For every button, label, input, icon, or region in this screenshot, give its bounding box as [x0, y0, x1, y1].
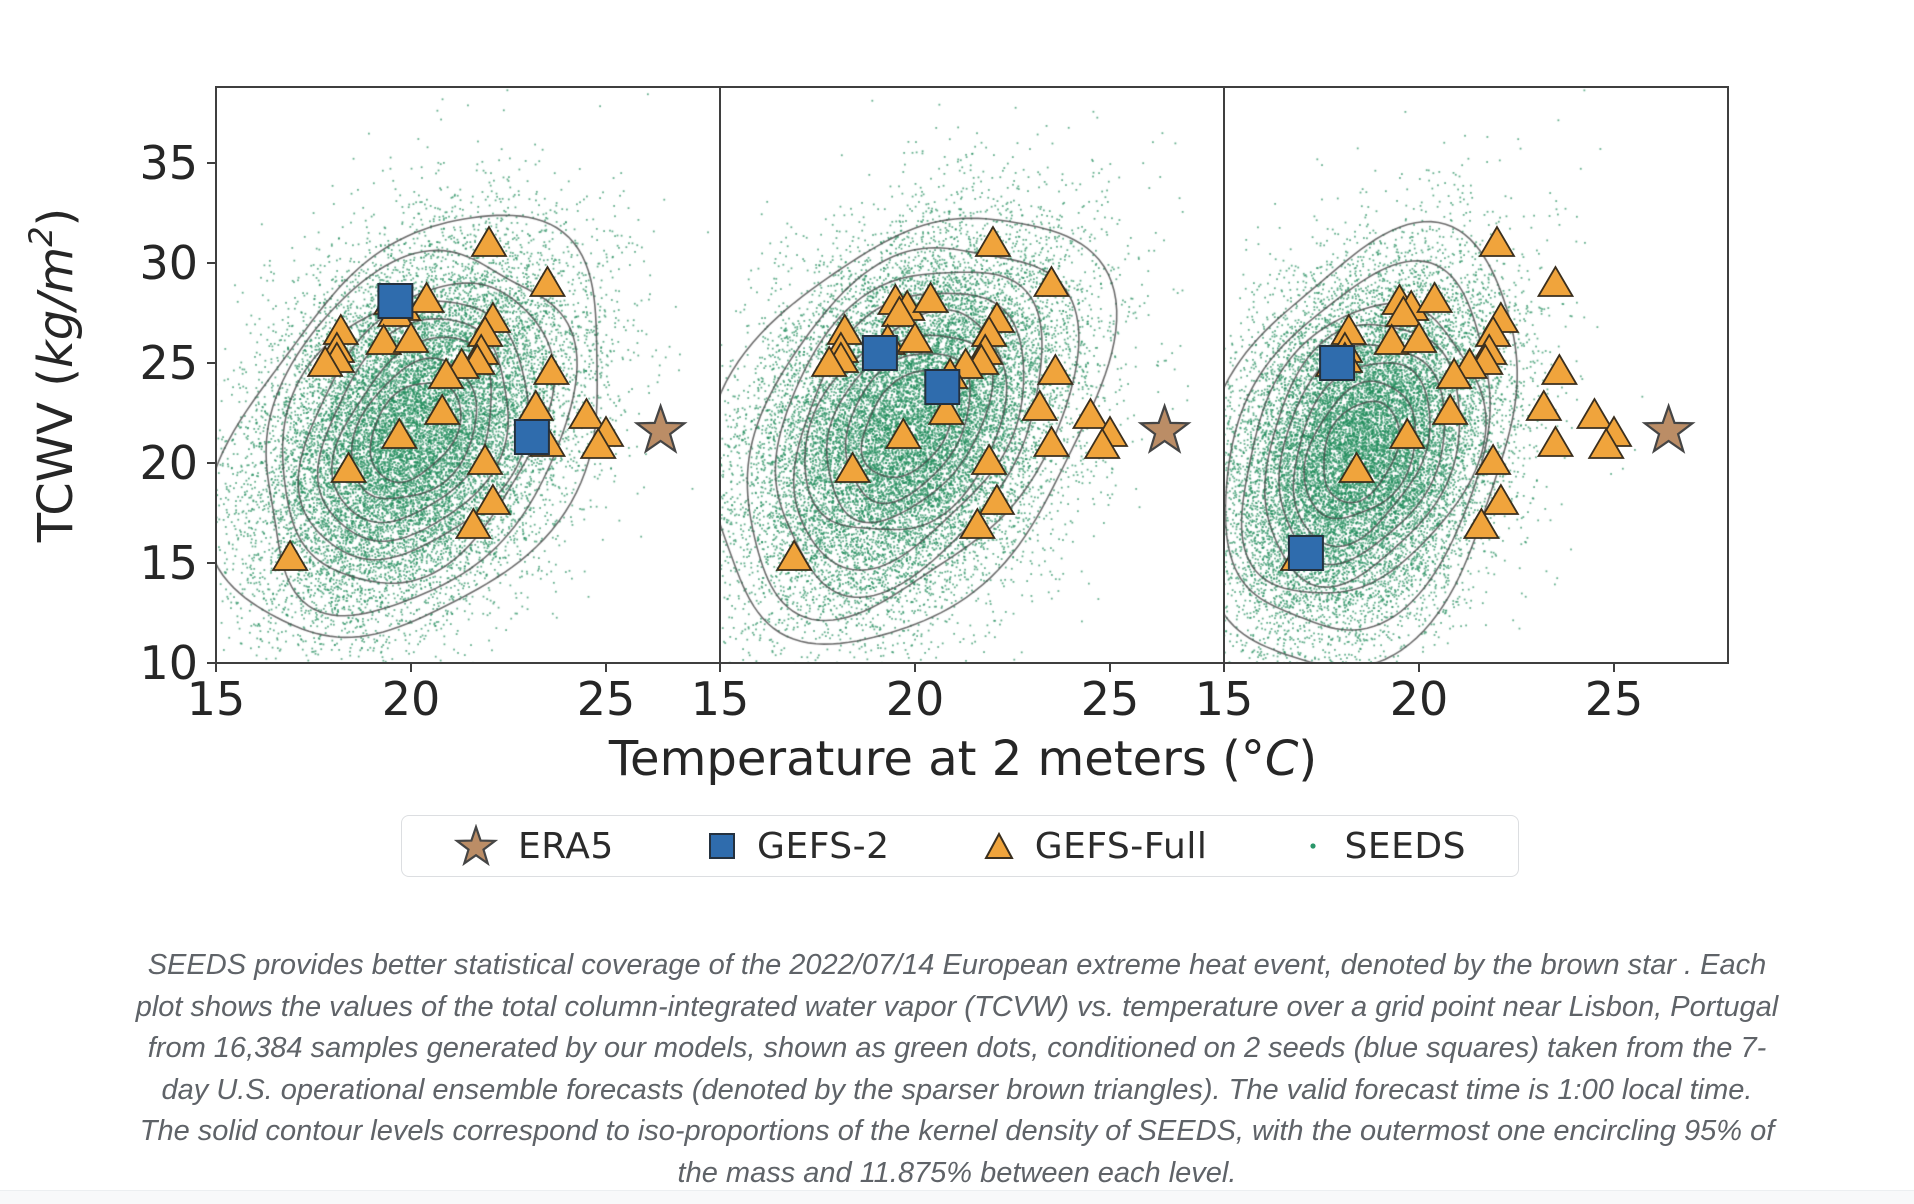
legend-item-gefs2: GEFS-2 [707, 826, 889, 867]
figure-legend: ERA5 GEFS-2 GEFS-Full SEEDS [401, 815, 1519, 877]
caption-line: day U.S. operational ensemble forecasts … [161, 1073, 1753, 1106]
x-tick-label: 20 [1390, 672, 1449, 726]
x-tick-label: 25 [1081, 672, 1140, 726]
panel-2-seeds-scatter [720, 87, 1224, 663]
page-bottom-strip [0, 1190, 1914, 1204]
x-tick-label: 15 [1195, 672, 1254, 726]
dot-icon [1309, 843, 1316, 849]
legend-label-era5: ERA5 [518, 825, 614, 867]
figure-caption: SEEDS provides better statistical covera… [107, 945, 1807, 1194]
caption-line: The solid contour levels correspond to i… [139, 1115, 1775, 1147]
x-tick-label: 20 [886, 672, 945, 726]
triangle-icon [984, 831, 1014, 859]
legend-item-seeds: SEEDS [1301, 826, 1466, 867]
caption-line: from 16,384 samples generated by our mod… [147, 1032, 1767, 1064]
x-tick-label: 15 [187, 672, 246, 726]
square-icon [709, 833, 736, 859]
y-tick-label: 35 [139, 136, 198, 190]
panel-3-seeds-scatter [1224, 87, 1728, 663]
legend-label-seeds: SEEDS [1344, 825, 1466, 867]
x-tick-label: 25 [577, 672, 636, 726]
y-tick-label: 30 [139, 236, 198, 290]
legend-item-gefsfull: GEFS-Full [983, 826, 1208, 867]
y-axis-label: TCWV (kg/m2) [22, 208, 84, 544]
legend-label-gefsfull: GEFS-Full [1034, 825, 1208, 867]
y-tick-label: 10 [139, 636, 198, 690]
caption-line: plot shows the values of the total colum… [135, 990, 1779, 1023]
x-axis-label: Temperature at 2 meters (°C) [608, 731, 1317, 787]
x-tick-label: 20 [382, 672, 441, 726]
y-tick-label: 20 [139, 436, 198, 490]
caption-line: the mass and 11.875% between each level. [677, 1156, 1237, 1189]
y-tick-label: 25 [139, 336, 198, 390]
panel-1-seeds-scatter [216, 87, 720, 663]
legend-item-era5: ERA5 [454, 824, 614, 868]
x-tick-label: 25 [1585, 672, 1644, 726]
caption-line: SEEDS provides better statistical covera… [147, 949, 1767, 981]
star-icon [454, 824, 498, 867]
x-tick-label: 15 [691, 672, 750, 726]
y-tick-label: 15 [139, 536, 198, 590]
legend-label-gefs2: GEFS-2 [757, 825, 890, 867]
